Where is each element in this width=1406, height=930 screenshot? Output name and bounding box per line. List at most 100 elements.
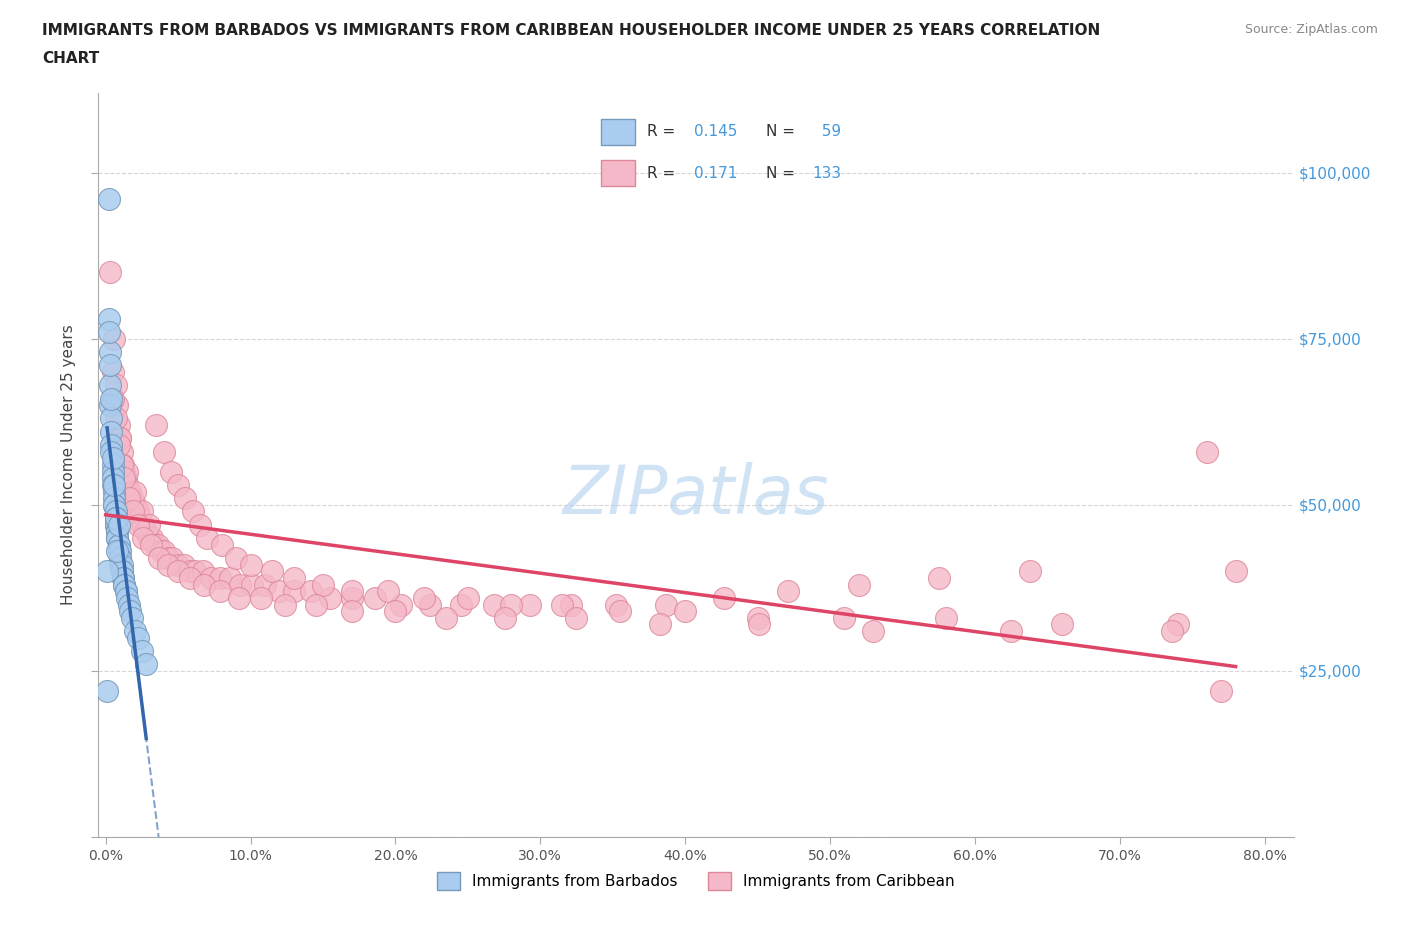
Point	[229, 578, 252, 592]
Point	[104, 517, 127, 532]
Point	[127, 517, 149, 532]
Point	[184, 564, 207, 578]
Point	[188, 517, 211, 532]
Point	[118, 491, 141, 506]
Point	[101, 451, 124, 466]
Text: Source: ZipAtlas.com: Source: ZipAtlas.com	[1244, 23, 1378, 36]
Point	[131, 517, 153, 532]
Point	[200, 570, 222, 585]
Point	[1209, 684, 1232, 698]
Point	[240, 578, 263, 592]
Point	[101, 477, 124, 492]
Point	[650, 617, 672, 631]
Point	[114, 578, 136, 592]
Point	[519, 597, 541, 612]
Point	[239, 557, 262, 572]
Point	[100, 424, 122, 439]
Point	[319, 591, 342, 605]
Point	[269, 584, 291, 599]
Point	[135, 524, 157, 538]
Point	[114, 471, 136, 485]
Point	[110, 445, 132, 459]
Point	[104, 378, 127, 392]
Point	[935, 610, 957, 625]
Point	[101, 365, 124, 379]
Point	[605, 597, 627, 612]
Point	[274, 597, 297, 612]
Point	[96, 684, 118, 698]
Point	[127, 631, 149, 645]
Point	[167, 557, 190, 572]
Point	[108, 551, 131, 565]
Point	[105, 531, 128, 546]
Point	[384, 604, 406, 618]
Point	[135, 657, 157, 671]
Point	[419, 597, 441, 612]
Point	[193, 578, 215, 592]
Point	[124, 498, 146, 512]
Point	[776, 584, 799, 599]
Point	[98, 265, 121, 280]
Point	[114, 464, 136, 479]
Point	[104, 511, 127, 525]
Legend: Immigrants from Barbados, Immigrants from Caribbean: Immigrants from Barbados, Immigrants fro…	[430, 866, 962, 897]
Point	[103, 485, 125, 499]
Point	[1000, 624, 1022, 639]
Point	[105, 544, 128, 559]
Point	[101, 458, 124, 472]
Point	[112, 458, 135, 472]
Point	[100, 392, 122, 406]
Point	[152, 544, 174, 559]
Point	[107, 544, 129, 559]
Point	[98, 358, 121, 373]
Point	[209, 584, 232, 599]
Point	[299, 584, 322, 599]
Point	[96, 564, 118, 578]
Point	[834, 610, 856, 625]
Point	[108, 544, 131, 559]
Point	[115, 584, 138, 599]
Point	[225, 551, 247, 565]
Point	[179, 570, 201, 585]
Point	[98, 345, 121, 360]
Point	[148, 551, 170, 565]
Point	[655, 597, 678, 612]
Point	[143, 538, 166, 552]
Point	[495, 610, 517, 625]
Text: CHART: CHART	[42, 51, 100, 66]
Point	[146, 538, 169, 552]
Point	[713, 591, 735, 605]
Y-axis label: Householder Income Under 25 years: Householder Income Under 25 years	[60, 325, 76, 605]
Point	[103, 331, 125, 346]
Point	[609, 604, 631, 618]
Point	[120, 604, 142, 618]
Point	[117, 477, 139, 492]
Point	[283, 570, 305, 585]
Point	[103, 498, 125, 512]
Point	[101, 464, 124, 479]
Point	[312, 578, 335, 592]
Point	[124, 485, 146, 499]
Point	[127, 504, 149, 519]
Point	[389, 597, 412, 612]
Point	[107, 517, 129, 532]
Point	[121, 491, 143, 506]
Point	[105, 524, 128, 538]
Point	[162, 551, 184, 565]
Point	[117, 464, 139, 479]
Point	[179, 564, 201, 578]
Point	[134, 524, 156, 538]
Point	[413, 591, 436, 605]
Point	[117, 591, 139, 605]
Point	[101, 471, 124, 485]
Point	[748, 617, 770, 631]
Point	[108, 557, 131, 572]
Point	[219, 570, 242, 585]
Point	[156, 557, 179, 572]
Point	[377, 584, 399, 599]
Point	[747, 610, 769, 625]
Point	[97, 325, 120, 339]
Point	[101, 392, 124, 406]
Point	[129, 511, 152, 525]
Point	[139, 538, 162, 552]
